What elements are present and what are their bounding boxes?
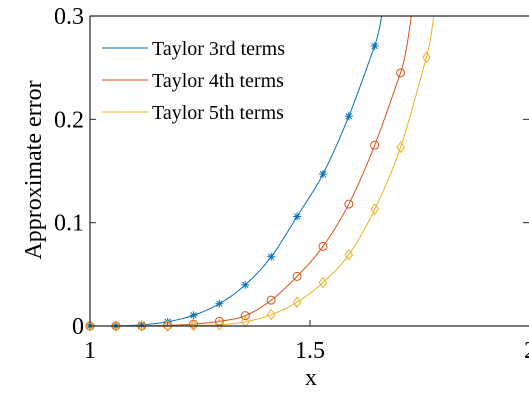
axes-layer (89, 15, 529, 327)
data-point-s1-9 (293, 212, 302, 221)
data-point-s1-5 (189, 311, 198, 320)
data-point-s3-13 (396, 141, 405, 154)
legend-label-3: Taylor 5th terms (152, 102, 284, 124)
data-point-s2-11 (344, 199, 354, 209)
data-point-s2-12 (370, 140, 380, 150)
data-point-s3-14 (422, 51, 431, 64)
data-point-s2-13 (396, 68, 406, 78)
legend-label-2: Taylor 4th terms (152, 70, 284, 92)
legend-label-1: Taylor 3rd terms (152, 38, 285, 60)
data-point-s2-6 (214, 316, 224, 326)
data-point-s1-7 (241, 280, 250, 289)
data-point-s3-8 (266, 308, 276, 321)
data-point-s1-12 (370, 41, 379, 50)
data-point-s2-10 (318, 241, 328, 251)
data-point-s3-6 (215, 318, 224, 331)
ticks-layer: 1 1.5 2 0 0.1 0.2 0.3 (54, 4, 529, 364)
y-tick-label-3: 0.2 (54, 107, 84, 133)
y-tick-label-4: 0.3 (54, 4, 84, 30)
y-axis-label: Approximate error (21, 80, 47, 259)
x-tick-label-3: 2 (524, 338, 529, 364)
data-point-s1-6 (215, 299, 224, 308)
data-point-s2-9 (292, 271, 302, 281)
data-point-s1-8 (267, 252, 276, 261)
x-axis-label: x (305, 365, 317, 391)
data-point-s3-2 (111, 320, 121, 332)
data-point-s2-7 (240, 311, 250, 321)
data-point-s3-5 (189, 319, 198, 332)
data-point-s3-7 (240, 316, 250, 328)
data-point-s1-11 (344, 112, 353, 121)
data-point-s3-9 (292, 296, 302, 309)
data-point-s2-8 (266, 295, 276, 305)
data-point-s3-12 (370, 203, 380, 216)
data-point-s3-4 (163, 320, 173, 332)
y-tick-label-1: 0 (72, 314, 84, 340)
data-point-s1-10 (318, 170, 327, 179)
data-point-s3-3 (137, 320, 147, 332)
legend: Taylor 3rd terms Taylor 4th terms Taylor 5… (102, 38, 285, 124)
markers-layer (85, 41, 431, 332)
y-tick-label-2: 0.1 (54, 211, 84, 237)
data-point-s3-1 (85, 320, 95, 332)
x-tick-label-1: 1 (84, 338, 96, 364)
x-tick-label-2: 1.5 (295, 338, 325, 364)
data-point-s3-10 (318, 276, 328, 289)
data-point-s3-11 (344, 248, 354, 261)
